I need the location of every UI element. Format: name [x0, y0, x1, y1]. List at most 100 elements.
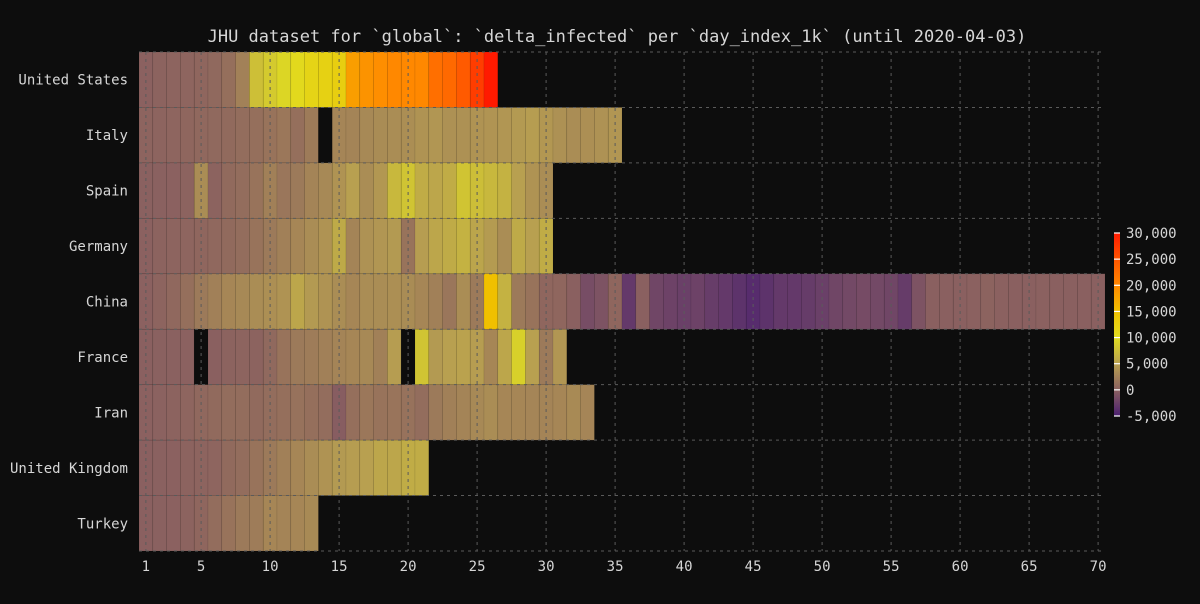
- heatmap-cell: [456, 273, 471, 330]
- heatmap-cell: [180, 273, 195, 330]
- heatmap-cell: [594, 107, 609, 164]
- heatmap-cell: [235, 273, 250, 330]
- heatmap-cell: [373, 107, 388, 164]
- heatmap-cell: [856, 273, 871, 330]
- heatmap-cell: [318, 384, 333, 441]
- heatmap-cell: [525, 273, 540, 330]
- heatmap-cell: [566, 107, 581, 164]
- heatmap-cell: [980, 273, 995, 330]
- heatmap-cell: [483, 218, 499, 275]
- heatmap-cell: [442, 273, 457, 330]
- heatmap-cell: [207, 495, 223, 552]
- heatmap-cell: [387, 384, 402, 441]
- heatmap-cell: [304, 162, 319, 219]
- heatmap-cell: [235, 384, 250, 441]
- country-label: Germany: [69, 239, 128, 255]
- heatmap-cell: [456, 162, 471, 219]
- heatmap-cell: [400, 218, 416, 275]
- heatmap-cell: [221, 51, 236, 108]
- heatmap-cell: [870, 273, 885, 330]
- heatmap-cell: [221, 107, 236, 164]
- heatmap-cell: [276, 328, 292, 385]
- heatmap-cell: [207, 439, 223, 496]
- heatmap-cell: [359, 439, 374, 496]
- heatmap-cell: [290, 273, 305, 330]
- heatmap-cell: [442, 218, 457, 275]
- heatmap-cell: [966, 273, 982, 330]
- country-label: United Kingdom: [10, 461, 128, 477]
- heatmap-cell: [552, 273, 568, 330]
- heatmap-cell: [428, 51, 443, 108]
- heatmap-cell: [152, 439, 167, 496]
- heatmap-cell: [180, 218, 195, 275]
- heatmap-cell: [690, 273, 706, 330]
- heatmap-cell: [759, 273, 775, 330]
- heatmap-cell: [414, 107, 430, 164]
- heatmap-cell: [497, 273, 512, 330]
- country-label: Turkey: [77, 516, 128, 532]
- heatmap-cell: [635, 273, 650, 330]
- heatmap-cell: [304, 218, 319, 275]
- heatmap-cell: [235, 162, 250, 219]
- heatmap-cell: [359, 384, 374, 441]
- heatmap-cell: [373, 439, 388, 496]
- x-tick-label: 1: [142, 559, 150, 575]
- x-tick-label: 55: [883, 559, 900, 575]
- heatmap-cell: [221, 495, 236, 552]
- heatmap-cell: [166, 162, 181, 219]
- heatmap-cell: [718, 273, 733, 330]
- heatmap-cell: [373, 162, 388, 219]
- heatmap-cell: [373, 328, 388, 385]
- heatmap-cells: [138, 51, 1106, 552]
- heatmap-cell: [290, 218, 305, 275]
- heatmap-cell: [304, 384, 319, 441]
- heatmap-cell: [207, 51, 223, 108]
- heatmap-cell: [428, 384, 443, 441]
- heatmap-cell: [483, 328, 499, 385]
- heatmap-cell: [345, 218, 361, 275]
- heatmap-cell: [359, 218, 374, 275]
- heatmap-cell: [525, 218, 540, 275]
- heatmap-cell: [345, 51, 361, 108]
- heatmap-cell: [235, 218, 250, 275]
- heatmap-cell: [552, 384, 568, 441]
- heatmap-cell: [456, 218, 471, 275]
- colorbar: 30,000 25,000 20,000 15,000 10,000 5,000 0 -5,0…: [1114, 226, 1177, 425]
- heatmap-cell: [249, 495, 264, 552]
- heatmap-cell: [249, 328, 264, 385]
- x-tick-label: 25: [469, 559, 486, 575]
- heatmap-cell: [318, 162, 333, 219]
- heatmap-cell: [249, 218, 264, 275]
- heatmap-cell: [152, 328, 167, 385]
- heatmap-cell: [566, 273, 581, 330]
- heatmap-cell: [414, 439, 430, 496]
- colorbar-tick-label: 25,000: [1126, 252, 1177, 268]
- heatmap-cell: [594, 273, 609, 330]
- heatmap-cell: [235, 495, 250, 552]
- heatmap-cell: [221, 162, 236, 219]
- heatmap-cell: [235, 51, 250, 108]
- heatmap-cell: [290, 439, 305, 496]
- heatmap-cell: [345, 384, 361, 441]
- colorbar-tick-label: 10,000: [1126, 331, 1177, 347]
- heatmap-cell: [276, 439, 292, 496]
- x-tick-label: 50: [814, 559, 831, 575]
- heatmap-cell: [994, 273, 1009, 330]
- heatmap-cell: [456, 107, 471, 164]
- heatmap-cell: [511, 273, 526, 330]
- colorbar-gradient: [1114, 233, 1120, 416]
- country-label: United States: [18, 73, 128, 89]
- x-tick-label: 40: [676, 559, 693, 575]
- heatmap-cell: [801, 273, 816, 330]
- colorbar-tick-label: 15,000: [1126, 304, 1177, 320]
- heatmap-cell: [290, 328, 305, 385]
- heatmap-cell: [373, 218, 388, 275]
- heatmap-cell: [359, 328, 374, 385]
- heatmap-cell: [925, 273, 940, 330]
- heatmap-cell: [373, 51, 388, 108]
- heatmap-cell: [276, 51, 292, 108]
- heatmap-cell: [304, 273, 319, 330]
- heatmap-cell: [1035, 273, 1051, 330]
- heatmap-cell: [483, 273, 499, 330]
- heatmap-cell: [318, 328, 333, 385]
